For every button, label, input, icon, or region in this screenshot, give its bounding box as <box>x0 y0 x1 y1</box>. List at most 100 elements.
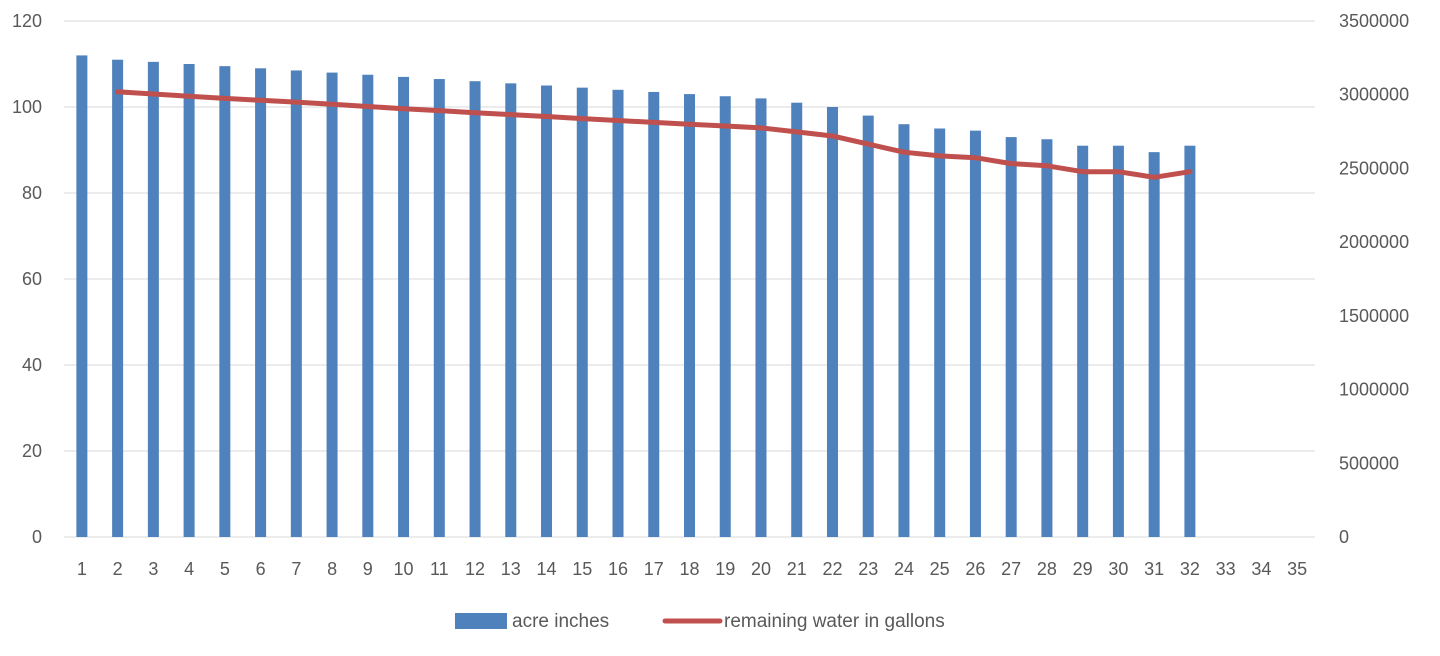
bar <box>576 87 588 538</box>
line-point <box>1046 165 1048 167</box>
x-tick-label: 11 <box>430 559 449 579</box>
x-tick-label: 17 <box>644 559 664 579</box>
right-tick-label: 500000 <box>1339 453 1399 473</box>
line-point <box>1189 171 1191 173</box>
bar <box>433 79 445 538</box>
left-tick-label: 40 <box>22 355 42 375</box>
x-tick-label: 26 <box>965 559 985 579</box>
line-point <box>331 103 333 105</box>
bar-series-acre-inches <box>76 55 1196 538</box>
line-point <box>295 101 297 103</box>
line-point <box>1010 163 1012 165</box>
bar <box>898 124 910 537</box>
x-tick-label: 1 <box>77 559 87 579</box>
x-tick-label: 20 <box>751 559 771 579</box>
line-point <box>903 151 905 153</box>
x-tick-label: 9 <box>363 559 373 579</box>
x-tick-label: 30 <box>1108 559 1128 579</box>
x-tick-label: 32 <box>1180 559 1200 579</box>
line-point <box>474 112 476 114</box>
line-point <box>796 131 798 133</box>
bar <box>147 61 159 537</box>
left-tick-label: 100 <box>12 97 42 117</box>
bar <box>1184 145 1196 537</box>
bar <box>612 89 624 538</box>
x-tick-label: 24 <box>894 559 914 579</box>
right-tick-label: 2500000 <box>1339 158 1409 178</box>
line-point <box>1117 171 1119 173</box>
right-axis-ticks: 0 500000 1000000 1500000 2000000 2500000 30000… <box>1339 11 1409 547</box>
bar <box>76 55 88 538</box>
bar <box>255 68 267 538</box>
line-point <box>760 127 762 129</box>
line-point <box>617 120 619 122</box>
right-tick-label: 3000000 <box>1339 85 1409 105</box>
line-point <box>546 116 548 118</box>
x-tick-label: 31 <box>1144 559 1164 579</box>
line-point <box>939 155 941 157</box>
left-tick-label: 20 <box>22 441 42 461</box>
left-axis-ticks: 0 20 40 60 80 100 120 <box>12 11 42 547</box>
bar <box>183 64 195 537</box>
left-tick-label: 60 <box>22 269 42 289</box>
x-tick-label: 5 <box>220 559 230 579</box>
legend-label-acre-inches: acre inches <box>512 611 609 632</box>
x-tick-label: 22 <box>822 559 842 579</box>
left-tick-label: 120 <box>12 11 42 31</box>
bar <box>1077 145 1089 537</box>
left-tick-label: 80 <box>22 183 42 203</box>
bar <box>326 72 338 537</box>
x-tick-label: 16 <box>608 559 628 579</box>
x-tick-label: 12 <box>465 559 485 579</box>
x-tick-label: 13 <box>501 559 521 579</box>
bar <box>826 107 838 537</box>
right-tick-label: 0 <box>1339 527 1349 547</box>
x-tick-label: 3 <box>148 559 158 579</box>
line-series-remaining-water <box>115 89 1193 180</box>
x-tick-label: 28 <box>1037 559 1057 579</box>
bar <box>1112 145 1124 537</box>
x-tick-label: 19 <box>715 559 735 579</box>
x-tick-label: 2 <box>113 559 123 579</box>
bar <box>219 66 231 538</box>
line-point <box>152 93 154 95</box>
line-point <box>367 106 369 108</box>
x-tick-label: 7 <box>291 559 301 579</box>
bar <box>648 91 660 537</box>
legend-label-remaining-water: remaining water in gallons <box>724 611 945 632</box>
right-tick-label: 1500000 <box>1339 306 1409 326</box>
x-tick-label: 4 <box>184 559 194 579</box>
x-tick-label: 6 <box>256 559 266 579</box>
bar <box>1041 139 1053 537</box>
x-tick-label: 23 <box>858 559 878 579</box>
x-tick-label: 21 <box>787 559 807 579</box>
line-point <box>117 91 119 93</box>
x-tick-label: 34 <box>1251 559 1271 579</box>
bar <box>934 128 946 537</box>
right-tick-label: 1000000 <box>1339 380 1409 400</box>
line-point <box>831 135 833 137</box>
bar <box>469 81 481 537</box>
legend-swatch-acre-inches <box>455 613 507 629</box>
bar <box>541 85 553 537</box>
right-tick-label: 3500000 <box>1339 11 1409 31</box>
line-point <box>974 157 976 159</box>
left-tick-label: 0 <box>32 527 42 547</box>
legend: acre inches remaining water in gallons <box>455 611 945 632</box>
x-tick-label: 35 <box>1287 559 1307 579</box>
x-tick-label: 10 <box>394 559 414 579</box>
x-tick-label: 8 <box>327 559 337 579</box>
line-point <box>510 114 512 116</box>
x-tick-label: 33 <box>1216 559 1236 579</box>
bar <box>862 115 874 537</box>
x-axis-ticks: 1 2 3 4 5 6 7 8 9 10 11 12 13 14 15 16 17 18 19 20 21 22 23 24 2… <box>77 559 1307 579</box>
line-point <box>653 121 655 123</box>
bar <box>755 98 767 538</box>
line-point <box>581 118 583 120</box>
bar <box>505 83 517 537</box>
line-point <box>724 125 726 127</box>
line-point <box>1082 171 1084 173</box>
line-point <box>689 123 690 125</box>
bar <box>1148 152 1160 537</box>
